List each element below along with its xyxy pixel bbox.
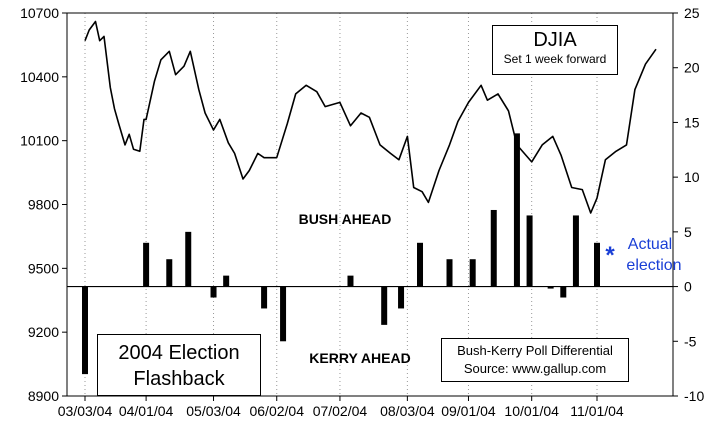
actual-election-label-1: Actual <box>628 236 672 253</box>
left-tick-label: 8900 <box>28 388 59 404</box>
x-tick-label: 05/03/04 <box>186 403 241 419</box>
right-tick-label: -10 <box>684 388 704 404</box>
poll-bar <box>560 286 567 298</box>
flashback-line-1: 2004 Election <box>118 342 240 364</box>
poll-bar <box>526 215 533 287</box>
left-tick-label: 9800 <box>28 197 59 213</box>
poll-bar <box>223 275 230 287</box>
poll-bar <box>381 286 388 325</box>
x-tick-label: 09/01/04 <box>441 403 496 419</box>
x-tick-label: 07/02/04 <box>313 403 368 419</box>
right-tick-label: 20 <box>684 60 700 76</box>
chart-title: DJIA <box>533 29 577 51</box>
right-tick-label: 0 <box>684 279 692 295</box>
x-axis: 03/03/04 04/01/04 05/03/04 06/02/04 07/02/04… <box>58 396 624 419</box>
left-tick-label: 9500 <box>28 260 59 276</box>
x-tick-label: 04/01/04 <box>119 403 174 419</box>
poll-bar <box>280 286 287 342</box>
flashback-line-2: Flashback <box>133 368 225 390</box>
bush-ahead-label: BUSH AHEAD <box>299 211 392 227</box>
x-tick-label: 10/01/04 <box>504 403 559 419</box>
djia-line <box>84 20 657 214</box>
djia-title-box: DJIA Set 1 week forward <box>492 25 618 75</box>
left-tick-label: 10400 <box>20 69 59 85</box>
flashback-box: 2004 Election Flashback <box>97 334 261 396</box>
actual-election-star: * <box>605 242 615 269</box>
left-tick-label: 10700 <box>20 5 59 21</box>
x-tick-label: 03/03/04 <box>58 403 113 419</box>
right-tick-label: 15 <box>684 114 700 130</box>
poll-bar <box>469 259 476 287</box>
poll-bar <box>446 259 453 287</box>
poll-bar <box>572 215 579 287</box>
x-tick-label: 08/03/04 <box>380 403 435 419</box>
poll-bar <box>166 259 173 287</box>
left-tick-label: 10100 <box>20 133 59 149</box>
poll-bar <box>398 286 405 309</box>
poll-bar <box>261 286 268 309</box>
kerry-ahead-label: KERRY AHEAD <box>309 350 410 366</box>
source-box: Bush-Kerry Poll Differential Source: www… <box>441 338 629 382</box>
right-tick-label: -5 <box>684 333 697 349</box>
poll-bar <box>347 275 354 287</box>
poll-bar <box>513 133 520 287</box>
poll-bar <box>210 286 217 298</box>
left-tick-label: 9200 <box>28 324 59 340</box>
source-line-1: Bush-Kerry Poll Differential <box>457 343 613 358</box>
source-line-2: Source: www.gallup.com <box>463 361 607 376</box>
right-tick-label: 5 <box>684 224 692 240</box>
right-tick-label: 25 <box>684 5 700 21</box>
poll-bar <box>490 209 497 287</box>
poll-bar <box>143 242 150 287</box>
poll-differential-bars <box>82 133 600 375</box>
poll-bar <box>82 286 88 375</box>
right-axis: 25 20 15 10 5 0 -5 -10 <box>673 5 704 404</box>
actual-election-label-2: election <box>626 257 681 274</box>
left-axis: 10700 10400 10100 9800 9500 9200 8900 <box>20 5 67 404</box>
x-tick-label: 11/01/04 <box>570 403 624 419</box>
poll-bar <box>417 242 424 287</box>
right-tick-label: 10 <box>684 169 700 185</box>
x-tick-label: 06/02/04 <box>249 403 304 419</box>
poll-bar <box>185 231 192 287</box>
chart-subtitle: Set 1 week forward <box>503 52 607 66</box>
poll-bar <box>547 286 554 289</box>
poll-bar <box>594 242 600 287</box>
